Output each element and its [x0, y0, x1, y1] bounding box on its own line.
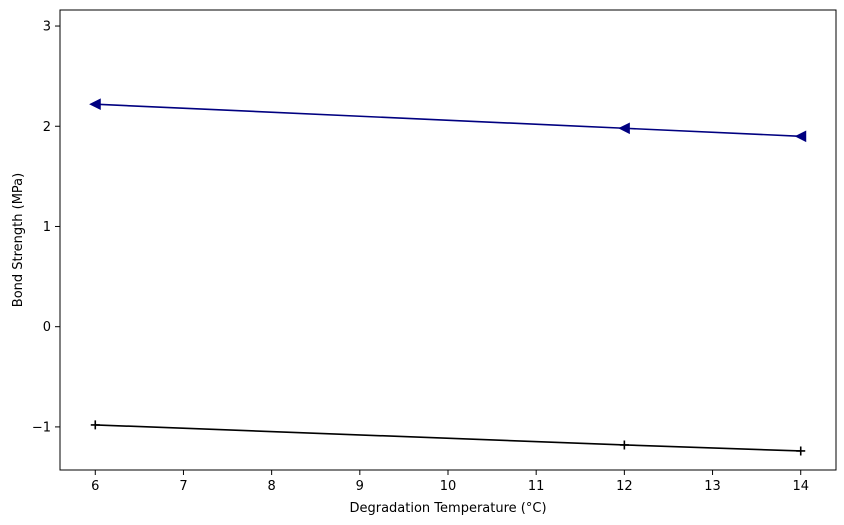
x-tick-label: 12	[616, 479, 633, 494]
x-tick-label: 7	[179, 479, 187, 494]
x-tick-label: 14	[792, 479, 809, 494]
series-2-point	[619, 440, 629, 450]
x-tick-label: 11	[528, 479, 545, 494]
series-1-point	[89, 98, 101, 111]
series-2-point	[796, 446, 806, 456]
x-tick-label: 13	[704, 479, 721, 494]
x-tick-label: 8	[267, 479, 275, 494]
plot-frame	[59, 9, 837, 471]
y-axis-label: Bond Strength (MPa)	[11, 173, 26, 307]
x-tick-label: 10	[440, 479, 457, 494]
series-layer	[89, 98, 807, 456]
x-axis-ticks: 6 7 8 9 10 11 12 13 14	[91, 470, 809, 494]
series-1-point	[618, 122, 630, 135]
y-axis-ticks: −1 0 1 2 3	[32, 20, 60, 435]
y-tick-label: 3	[43, 20, 51, 35]
x-axis-label: Degradation Temperature (°C)	[349, 501, 546, 516]
y-tick-label: 1	[43, 220, 51, 235]
y-tick-label: −1	[32, 420, 51, 435]
x-tick-label: 6	[91, 479, 99, 494]
y-tick-label: 2	[43, 120, 51, 135]
y-tick-label: 0	[43, 320, 51, 335]
series-1-point	[794, 130, 807, 143]
series-2-point	[90, 420, 100, 430]
plot-background	[60, 10, 836, 470]
x-tick-label: 9	[356, 479, 364, 494]
